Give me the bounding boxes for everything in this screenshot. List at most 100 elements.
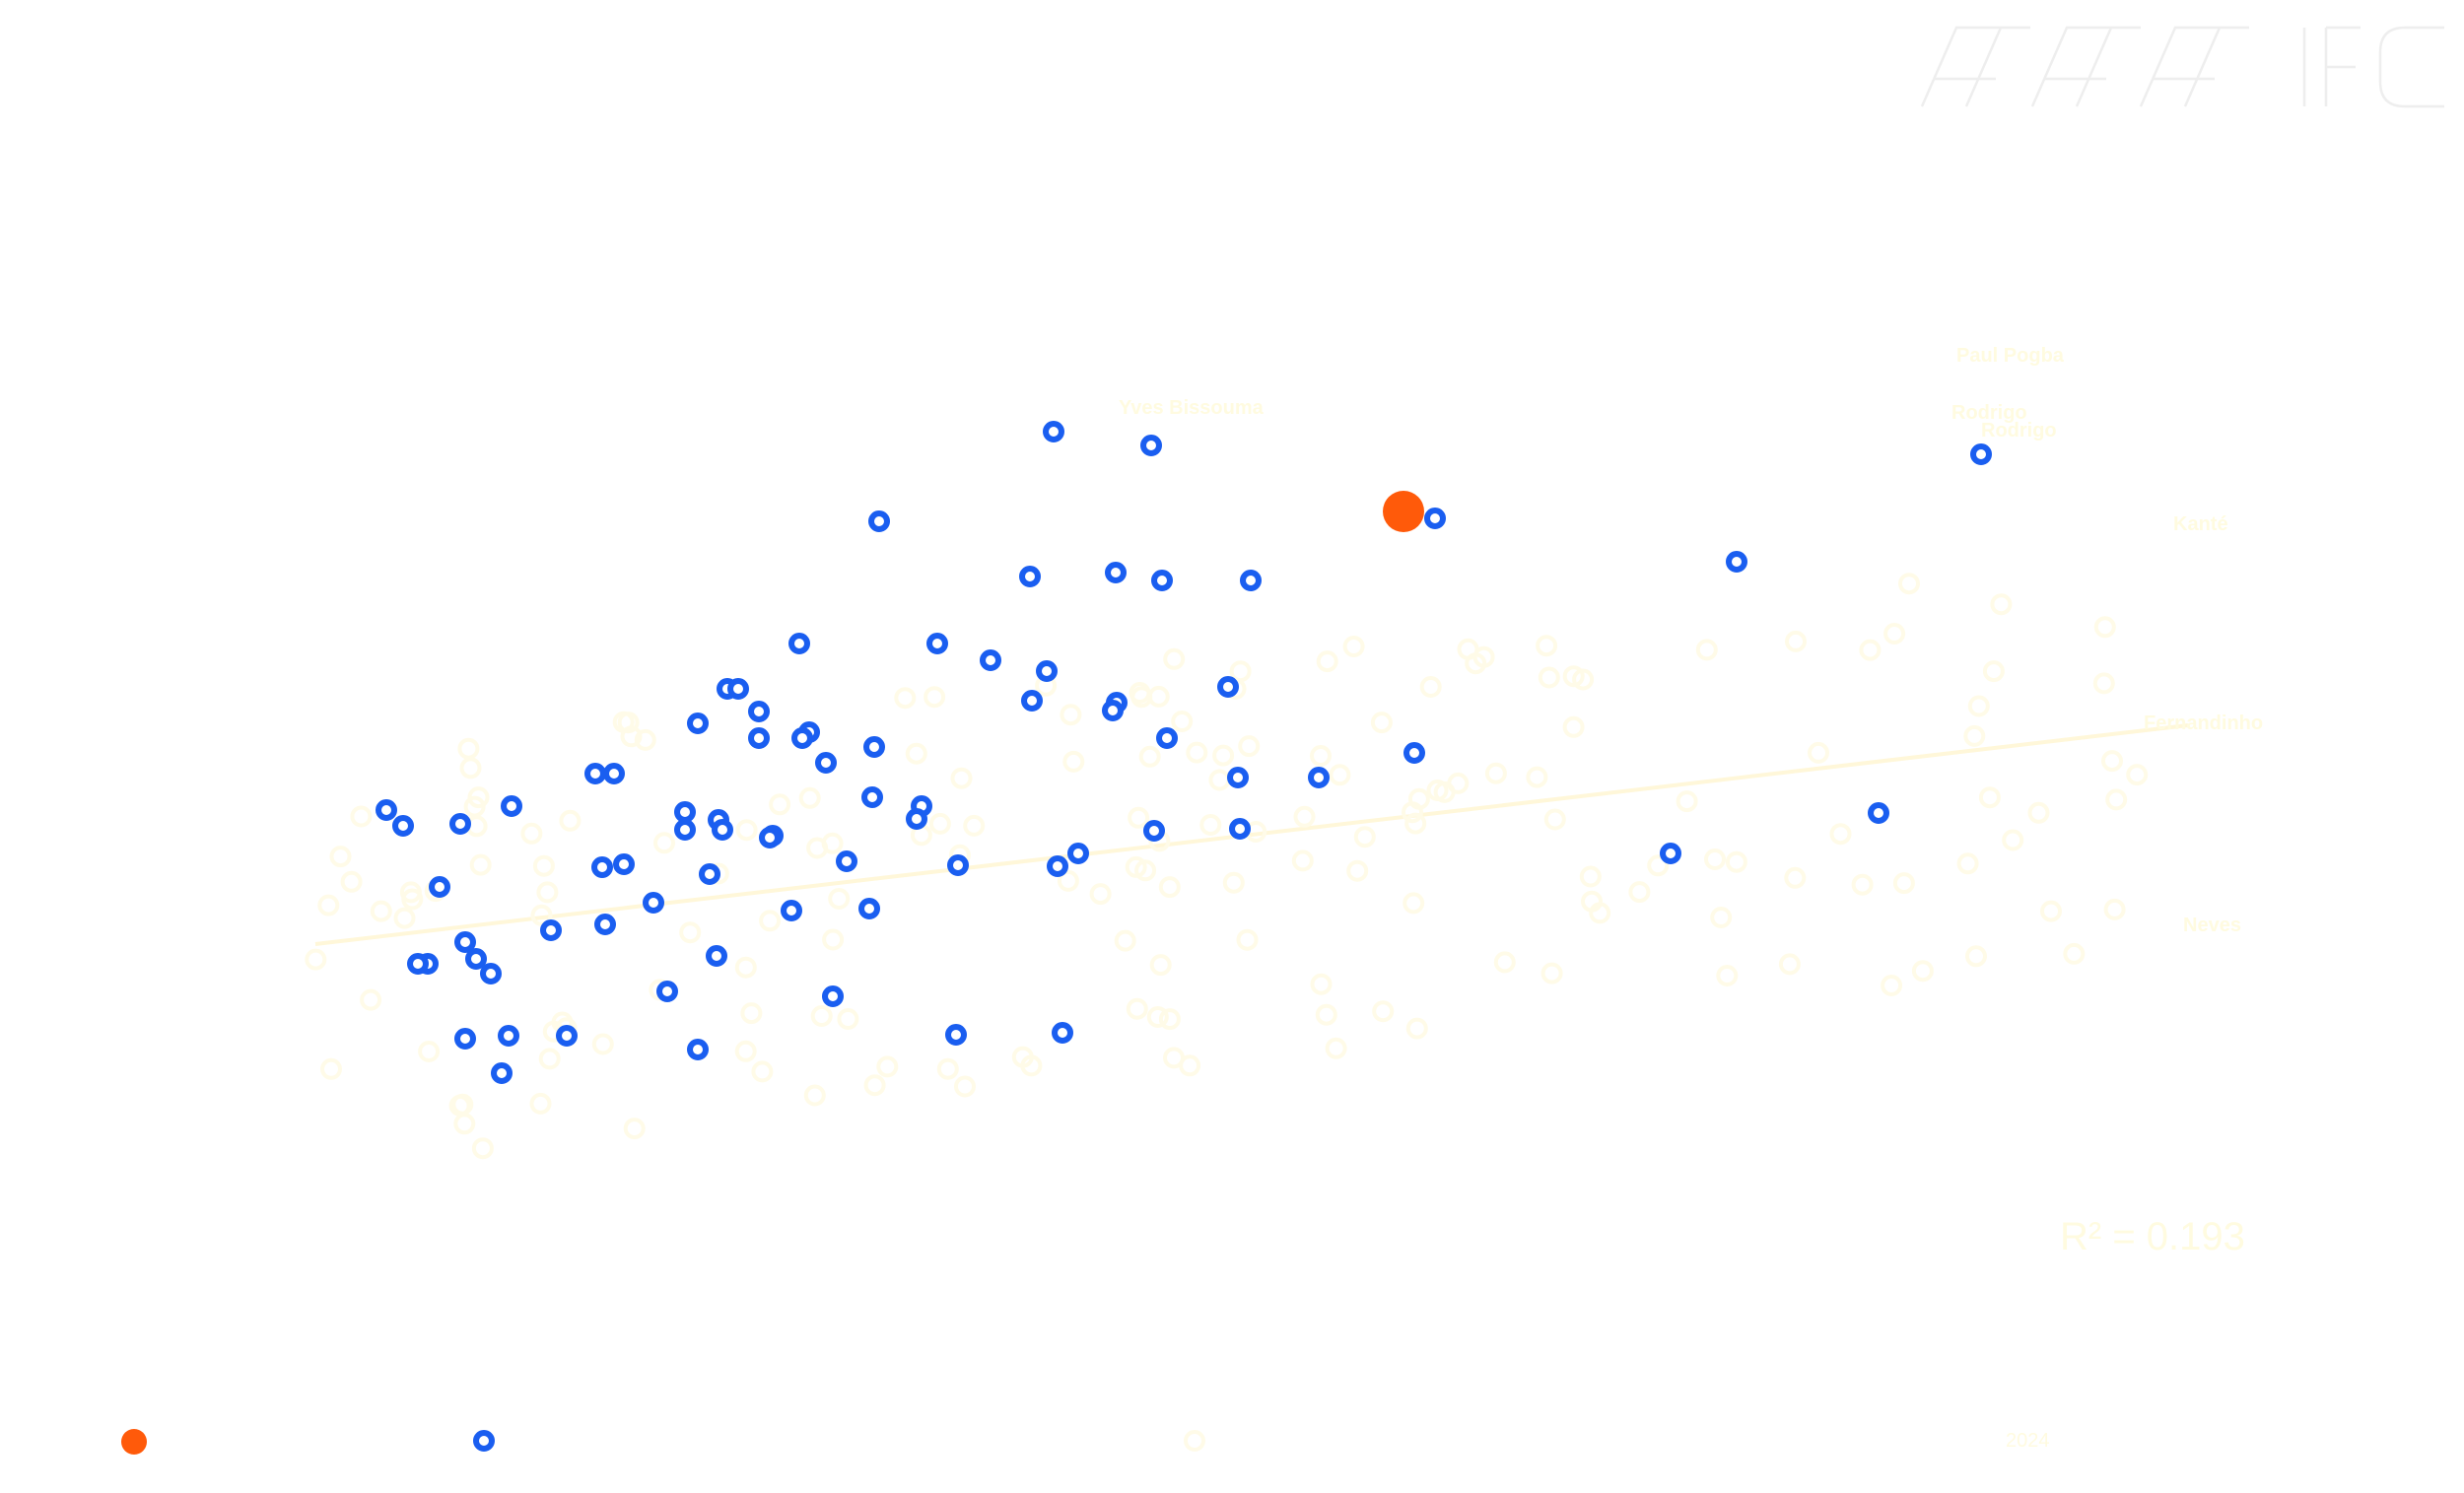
background-point: [1526, 766, 1548, 788]
faint-player-label: Rodrigo: [1951, 402, 2027, 424]
background-point: [393, 907, 416, 929]
faint-player-label: Neves: [2183, 915, 2241, 936]
background-point: [1370, 712, 1393, 734]
background-point: [2063, 942, 2086, 965]
background-point: [2103, 898, 2126, 920]
background-point: [1158, 876, 1181, 899]
data-point: [1424, 508, 1446, 529]
background-point: [1060, 704, 1082, 726]
background-point: [1647, 854, 1670, 877]
background-point: [1293, 805, 1316, 828]
data-point: [791, 727, 813, 749]
background-point: [734, 1040, 757, 1062]
data-point: [1308, 767, 1330, 788]
background-point: [2101, 750, 2123, 773]
data-point: [674, 819, 696, 841]
data-point: [1052, 1022, 1073, 1044]
background-point: [418, 1041, 441, 1062]
data-point: [1229, 818, 1251, 840]
logo-stroke-5: [2378, 26, 2444, 108]
data-point: [656, 981, 678, 1002]
data-point: [1043, 421, 1064, 442]
background-point: [1447, 772, 1470, 794]
data-point: [748, 727, 770, 749]
data-point: [454, 1028, 476, 1050]
background-point: [467, 786, 490, 809]
highlight-point: [1383, 491, 1424, 532]
background-point: [1581, 890, 1603, 913]
data-point: [926, 633, 948, 654]
data-point: [788, 633, 810, 654]
background-point: [471, 1137, 494, 1160]
data-point: [1143, 820, 1165, 842]
background-point: [963, 814, 986, 837]
background-point: [1128, 806, 1150, 829]
background-point: [1883, 623, 1906, 645]
data-point: [1227, 767, 1249, 788]
background-point: [828, 888, 851, 910]
background-point: [370, 900, 392, 922]
logo-stroke-3: [2139, 26, 2249, 107]
background-point: [803, 1084, 826, 1107]
background-point: [1785, 630, 1807, 652]
background-point: [1199, 814, 1222, 836]
data-point: [1047, 855, 1068, 877]
data-point: [1240, 570, 1262, 591]
background-point: [1484, 762, 1507, 784]
background-point: [798, 786, 821, 809]
data-point: [980, 649, 1001, 671]
data-point: [836, 850, 857, 872]
background-point: [320, 1057, 342, 1080]
background-point: [1695, 639, 1718, 661]
trend-line: [314, 723, 2189, 946]
background-point: [928, 812, 951, 835]
background-point: [1956, 852, 1979, 875]
background-point: [1310, 973, 1333, 995]
background-point: [1062, 750, 1085, 773]
background-point: [1982, 660, 2005, 683]
data-point: [699, 863, 720, 885]
background-point: [317, 894, 340, 916]
background-point: [520, 822, 543, 845]
data-point: [947, 854, 969, 876]
data-point: [781, 900, 802, 921]
faint-player-label: Fernandinho: [2144, 713, 2263, 734]
background-point: [1967, 695, 1990, 717]
data-point: [687, 1039, 709, 1060]
logo-stroke-1: [1920, 26, 2030, 107]
background-point: [538, 1048, 561, 1070]
data-point: [1970, 443, 1992, 465]
background-point: [1419, 676, 1442, 698]
r-squared-label: R² = 0.193: [2060, 1215, 2245, 1258]
logo-stroke-2: [2030, 26, 2141, 107]
background-point: [735, 819, 758, 842]
background-point: [1149, 954, 1172, 977]
background-point: [1628, 881, 1651, 904]
faint-player-label: Paul Pogba: [1956, 345, 2065, 367]
background-point: [1851, 873, 1874, 896]
data-point: [429, 876, 450, 898]
background-point: [529, 1092, 552, 1115]
background-point: [1784, 866, 1807, 889]
background-point: [1426, 780, 1449, 801]
faint-player-label: Rodrigo: [1981, 420, 2057, 441]
background-point: [2002, 829, 2024, 851]
data-point: [1217, 676, 1239, 698]
data-point: [540, 919, 562, 941]
data-point: [687, 713, 709, 734]
background-point: [1402, 801, 1423, 824]
background-point: [1089, 883, 1112, 906]
background-point: [1965, 945, 1987, 968]
background-point: [1146, 1006, 1169, 1028]
background-point: [1325, 1037, 1347, 1059]
data-point: [706, 945, 727, 967]
background-point: [1808, 741, 1829, 764]
background-point: [2105, 788, 2128, 811]
background-point: [1179, 1054, 1201, 1077]
background-point: [350, 805, 373, 828]
background-point: [1859, 639, 1882, 661]
background-point: [1353, 826, 1376, 848]
background-point: [822, 928, 845, 951]
background-point: [1911, 960, 1934, 983]
data-point: [822, 985, 844, 1007]
